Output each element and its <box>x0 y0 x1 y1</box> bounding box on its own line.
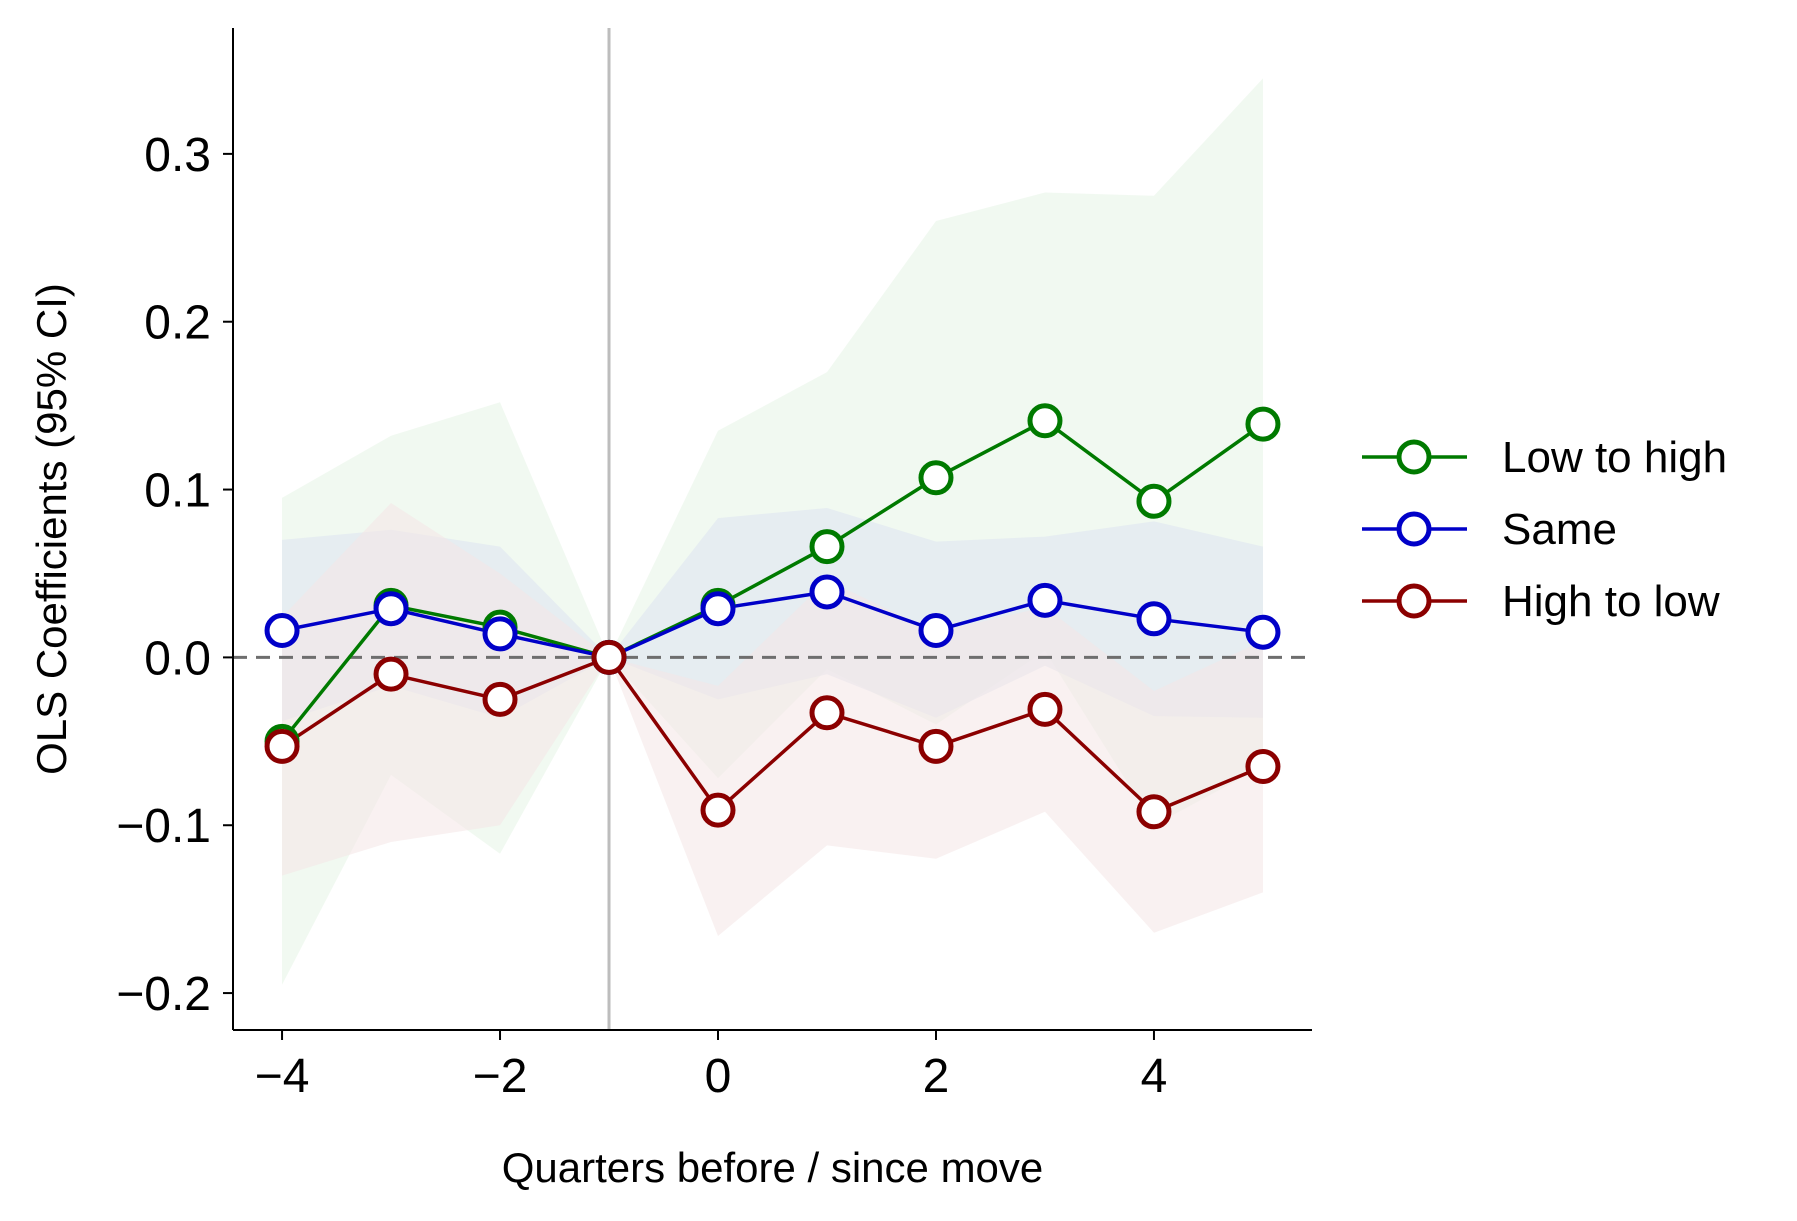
legend-label: Same <box>1502 505 1617 554</box>
data-point <box>373 591 409 627</box>
data-point <box>1136 794 1172 830</box>
data-point <box>264 613 300 649</box>
legend-marker <box>1396 439 1432 475</box>
legend-marker <box>1396 583 1432 619</box>
x-tick-label: 0 <box>705 1050 732 1103</box>
y-tick-label: 0.3 <box>144 129 211 182</box>
x-tick-label: −4 <box>255 1050 310 1103</box>
data-point <box>809 574 845 610</box>
data-point <box>264 728 300 764</box>
series-line-0 <box>280 418 1265 743</box>
y-tick-label: −0.2 <box>116 968 211 1021</box>
ci-band-2 <box>282 503 1263 936</box>
data-point <box>482 681 518 717</box>
y-tick-label: −0.1 <box>116 800 211 853</box>
reference-lines <box>233 28 1312 1030</box>
data-point <box>1136 483 1172 519</box>
x-tick-label: 4 <box>1141 1050 1168 1103</box>
data-point <box>1136 601 1172 637</box>
data-point <box>1245 406 1281 442</box>
y-axis-title: OLS Coefficients (95% CI) <box>28 283 75 775</box>
data-point <box>918 460 954 496</box>
series-line-1 <box>281 590 1264 660</box>
data-point <box>700 792 736 828</box>
data-point <box>918 728 954 764</box>
data-point <box>1027 582 1063 618</box>
legend-label: High to low <box>1502 577 1720 626</box>
x-axis-title: Quarters before / since move <box>502 1144 1044 1191</box>
data-point <box>918 613 954 649</box>
y-tick-label: 0.2 <box>144 297 211 350</box>
data-point <box>482 616 518 652</box>
data-point <box>591 639 627 675</box>
axes: −4 −2 0 2 4 −0.2 −0.1 0.0 0.1 0.2 0.3 <box>116 28 1312 1103</box>
ci-bands <box>282 78 1263 985</box>
legend: Low to high Same High to low <box>1362 433 1727 626</box>
series-lines <box>280 418 1265 814</box>
data-point <box>1027 403 1063 439</box>
x-tick-label: −2 <box>473 1050 528 1103</box>
data-point <box>700 591 736 627</box>
data-point <box>809 529 845 565</box>
data-point <box>1245 748 1281 784</box>
data-point <box>1027 691 1063 727</box>
y-tick-label: 0.1 <box>144 465 211 518</box>
legend-label: Low to high <box>1502 433 1727 482</box>
x-tick-label: 2 <box>923 1050 950 1103</box>
data-point <box>809 695 845 731</box>
y-tick-label: 0.0 <box>144 632 211 685</box>
legend-marker <box>1396 511 1432 547</box>
series-markers <box>264 403 1281 830</box>
data-point <box>1245 614 1281 650</box>
data-point <box>373 656 409 692</box>
series-line-2 <box>281 655 1264 814</box>
